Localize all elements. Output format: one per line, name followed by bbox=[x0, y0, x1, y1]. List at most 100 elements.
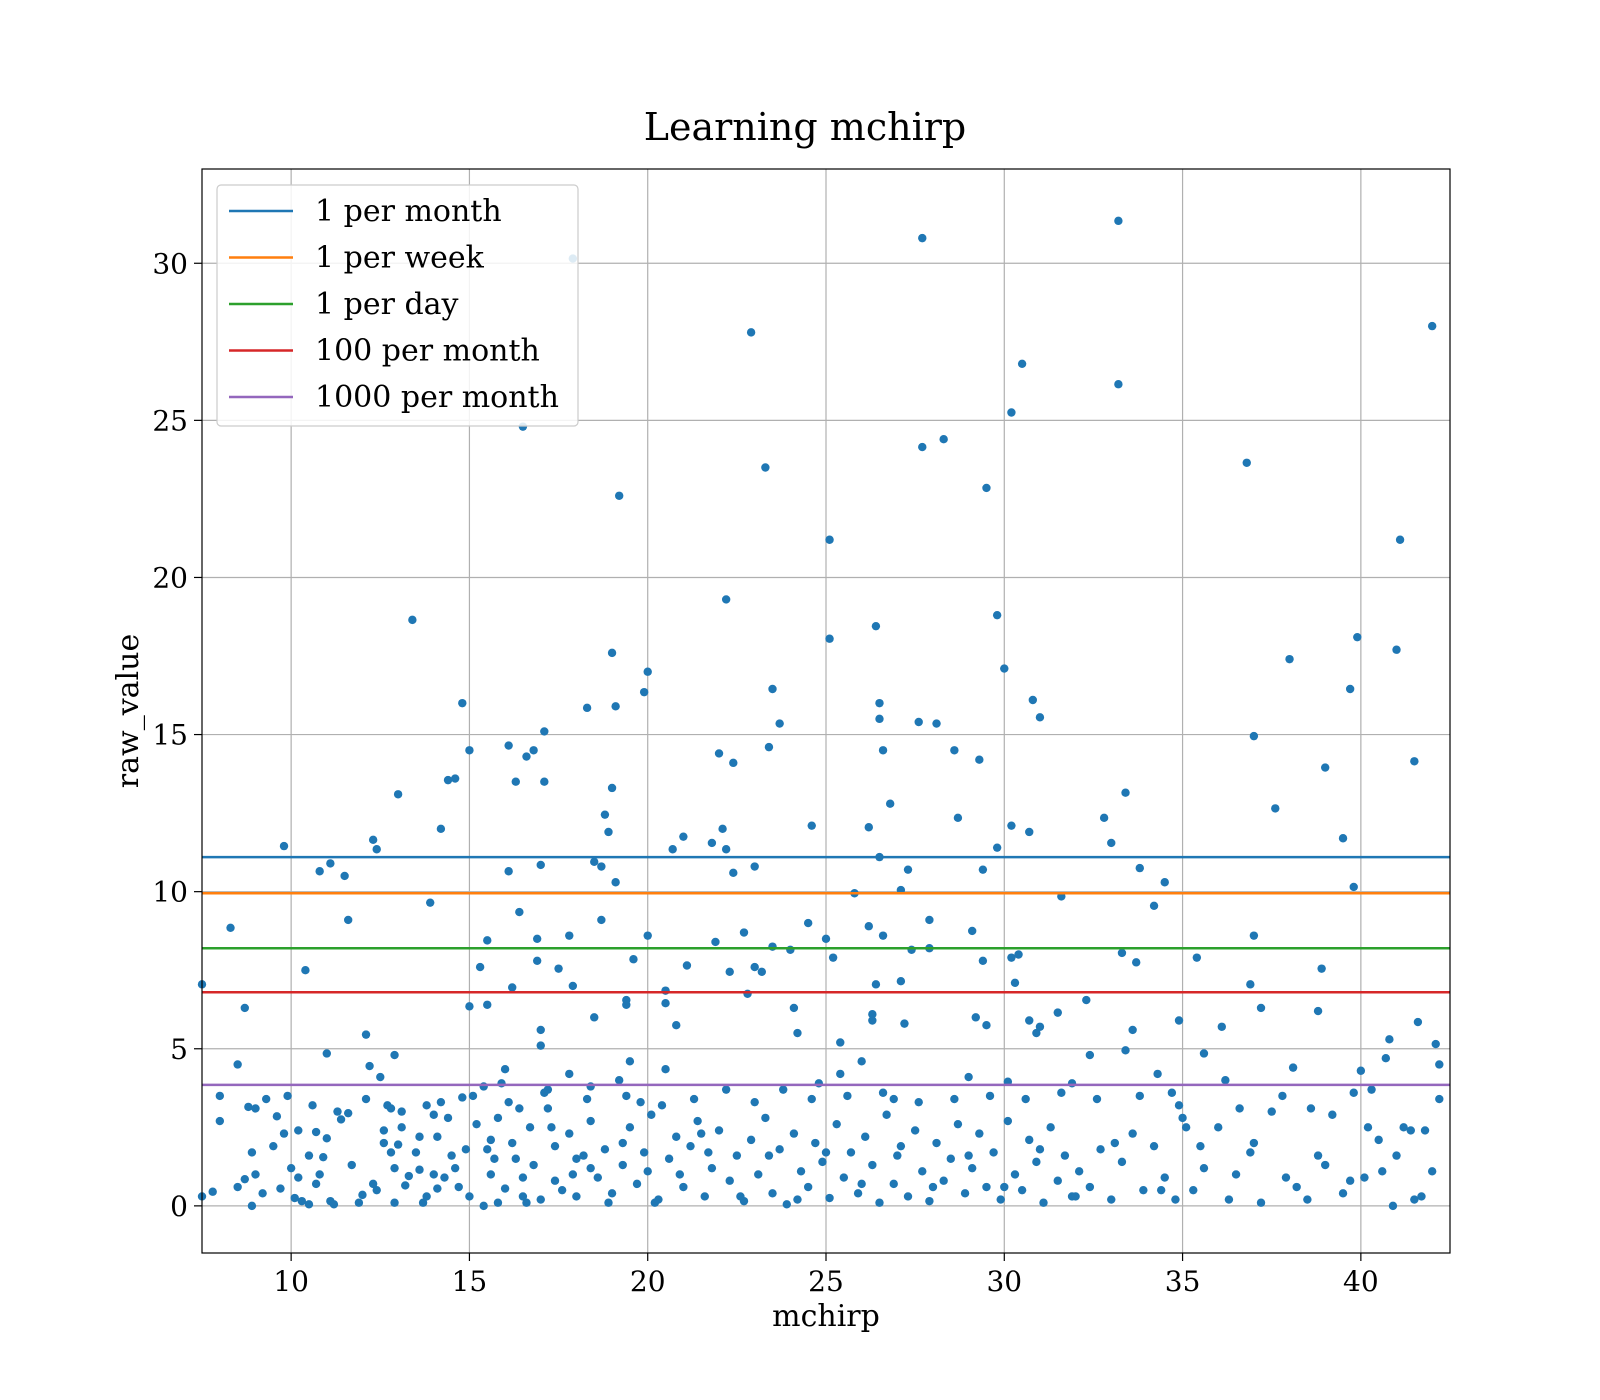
scatter-point bbox=[536, 1041, 545, 1050]
scatter-point bbox=[1035, 1145, 1045, 1154]
scatter-point bbox=[1082, 995, 1091, 1005]
scatter-point bbox=[700, 1192, 709, 1201]
scatter-point bbox=[893, 1151, 902, 1160]
y-tick-label: 25 bbox=[152, 404, 188, 437]
scatter-point bbox=[1392, 645, 1401, 654]
scatter-point bbox=[579, 1151, 588, 1160]
scatter-point bbox=[565, 931, 574, 940]
scatter-point bbox=[372, 1185, 381, 1195]
scatter-point bbox=[900, 1019, 909, 1028]
scatter-point bbox=[614, 491, 624, 500]
scatter-point bbox=[1214, 1123, 1223, 1132]
scatter-point bbox=[1199, 1049, 1209, 1058]
scatter-point bbox=[928, 1182, 938, 1192]
scatter-point bbox=[343, 915, 353, 925]
scatter-point bbox=[1196, 1141, 1205, 1151]
scatter-point bbox=[1306, 1104, 1316, 1113]
scatter-point bbox=[839, 1173, 849, 1182]
scatter-point bbox=[572, 1192, 581, 1201]
scatter-point bbox=[811, 1138, 820, 1148]
scatter-point bbox=[1128, 1129, 1137, 1138]
scatter-point bbox=[415, 1165, 424, 1174]
scatter-point bbox=[304, 1200, 314, 1209]
scatter-point bbox=[511, 777, 520, 786]
scatter-point bbox=[836, 1069, 845, 1079]
scatter-point bbox=[807, 821, 816, 830]
scatter-point bbox=[1349, 882, 1358, 892]
scatter-point bbox=[479, 1082, 488, 1091]
scatter-point bbox=[557, 1185, 567, 1195]
scatter-point bbox=[978, 865, 988, 874]
scatter-point bbox=[807, 1094, 816, 1104]
y-tick-label: 15 bbox=[152, 719, 188, 752]
threshold-lines bbox=[202, 855, 1450, 1087]
scatter-point bbox=[821, 934, 831, 943]
scatter-point bbox=[803, 918, 813, 928]
scatter-point bbox=[536, 1025, 545, 1035]
scatter-point bbox=[458, 1093, 467, 1102]
scatter-point bbox=[1242, 458, 1251, 467]
scatter-point bbox=[878, 931, 888, 940]
scatter-point bbox=[729, 868, 738, 878]
scatter-point bbox=[1099, 813, 1109, 823]
scatter-point bbox=[1427, 1167, 1437, 1176]
scatter-point bbox=[347, 1160, 356, 1170]
scatter-point bbox=[586, 1082, 595, 1091]
scatter-point bbox=[283, 1091, 292, 1101]
scatter-point bbox=[429, 1170, 438, 1179]
scatter-point bbox=[429, 1110, 438, 1119]
scatter-point bbox=[786, 945, 795, 954]
scatter-point bbox=[1317, 964, 1326, 973]
scatter-point bbox=[1427, 321, 1437, 331]
scatter-point bbox=[1435, 1060, 1444, 1069]
scatter-point bbox=[294, 1126, 303, 1135]
x-tick-label: 35 bbox=[1165, 1265, 1201, 1298]
scatter-point bbox=[276, 1184, 285, 1193]
scatter-point bbox=[493, 1113, 503, 1123]
scatter-point bbox=[1313, 1006, 1323, 1016]
scatter-point bbox=[1313, 1151, 1323, 1160]
scatter-point bbox=[1160, 1173, 1169, 1182]
scatter-point bbox=[593, 1173, 602, 1182]
scatter-point bbox=[875, 1198, 884, 1207]
scatter-point bbox=[565, 1129, 574, 1138]
scatter-point bbox=[1435, 1094, 1444, 1104]
scatter-point bbox=[661, 986, 670, 995]
scatter-point bbox=[611, 878, 620, 887]
scatter-point bbox=[1345, 684, 1355, 694]
scatter-point bbox=[953, 813, 963, 823]
scatter-point bbox=[600, 1145, 610, 1154]
scatter-point bbox=[550, 1141, 560, 1151]
scatter-point bbox=[647, 1110, 656, 1119]
scatter-point bbox=[393, 790, 403, 799]
scatter-point bbox=[390, 1050, 399, 1060]
scatter-point bbox=[1356, 1066, 1366, 1075]
scatter-point bbox=[393, 1140, 403, 1149]
scatter-point bbox=[311, 1179, 321, 1189]
scatter-point bbox=[582, 1094, 592, 1104]
scatter-point bbox=[967, 926, 977, 936]
scatter-point bbox=[240, 1174, 249, 1184]
scatter-point bbox=[857, 1057, 866, 1066]
scatter-point bbox=[340, 871, 349, 881]
chart-title: Learning mchirp bbox=[644, 105, 966, 149]
scatter-point bbox=[857, 1179, 866, 1189]
scatter-point bbox=[775, 719, 784, 728]
scatter-point bbox=[244, 1102, 253, 1112]
scatter-point bbox=[910, 1126, 920, 1135]
scatter-point bbox=[846, 1148, 856, 1157]
scatter-point bbox=[518, 1192, 528, 1201]
scatter-point bbox=[1053, 1008, 1062, 1017]
scatter-point bbox=[543, 1104, 553, 1113]
scatter-point bbox=[868, 1016, 877, 1025]
scatter-point bbox=[1017, 1185, 1027, 1195]
scatter-point bbox=[636, 1097, 645, 1107]
scatter-point bbox=[918, 442, 927, 452]
scatter-point bbox=[861, 1132, 870, 1141]
scatter-point bbox=[379, 1126, 389, 1135]
scatter-point bbox=[896, 977, 906, 986]
scatter-point bbox=[607, 648, 617, 658]
scatter-point bbox=[315, 1170, 324, 1179]
scatter-point bbox=[1017, 359, 1027, 369]
scatter-point bbox=[1021, 1094, 1030, 1104]
